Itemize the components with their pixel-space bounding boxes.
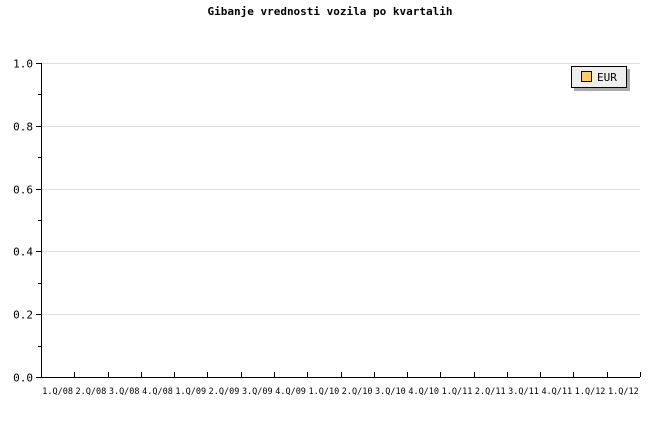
x-tick-label: 2.Q/09 [209,387,240,397]
y-tick-label: 0.8 [13,121,33,134]
y-tick-label: 0.2 [13,309,33,322]
x-tick-label: 3.Q/08 [109,387,140,397]
legend-swatch [581,71,592,82]
x-tick-label: 1.Q/12 [608,387,639,397]
x-tick-label: 1.Q/11 [442,387,473,397]
y-tick-label: 0.4 [13,246,33,259]
y-tick-label: 1.0 [13,58,33,71]
x-tick-label: 2.Q/10 [342,387,373,397]
y-tick-label: 0.6 [13,184,33,197]
x-tick-label: 4.Q/09 [275,387,306,397]
x-tick-label: 1.Q/09 [175,387,206,397]
legend-label: EUR [597,71,617,84]
x-tick-label: 1.Q/10 [309,387,340,397]
y-tick-label: 0.0 [13,372,33,385]
x-tick-label: 2.Q/11 [475,387,506,397]
x-tick-label: 1.Q/12 [575,387,606,397]
chart-title: Gibanje vrednosti vozila po kvartalih [207,5,453,18]
x-tick-label: 4.Q/08 [142,387,173,397]
x-tick-label: 4.Q/11 [541,387,572,397]
x-tick-label: 3.Q/09 [242,387,273,397]
x-tick-label: 2.Q/08 [76,387,107,397]
x-tick-label: 1.Q/08 [42,387,73,397]
x-tick-label: 4.Q/10 [408,387,439,397]
x-tick-label: 3.Q/11 [508,387,539,397]
x-tick-label: 3.Q/10 [375,387,406,397]
